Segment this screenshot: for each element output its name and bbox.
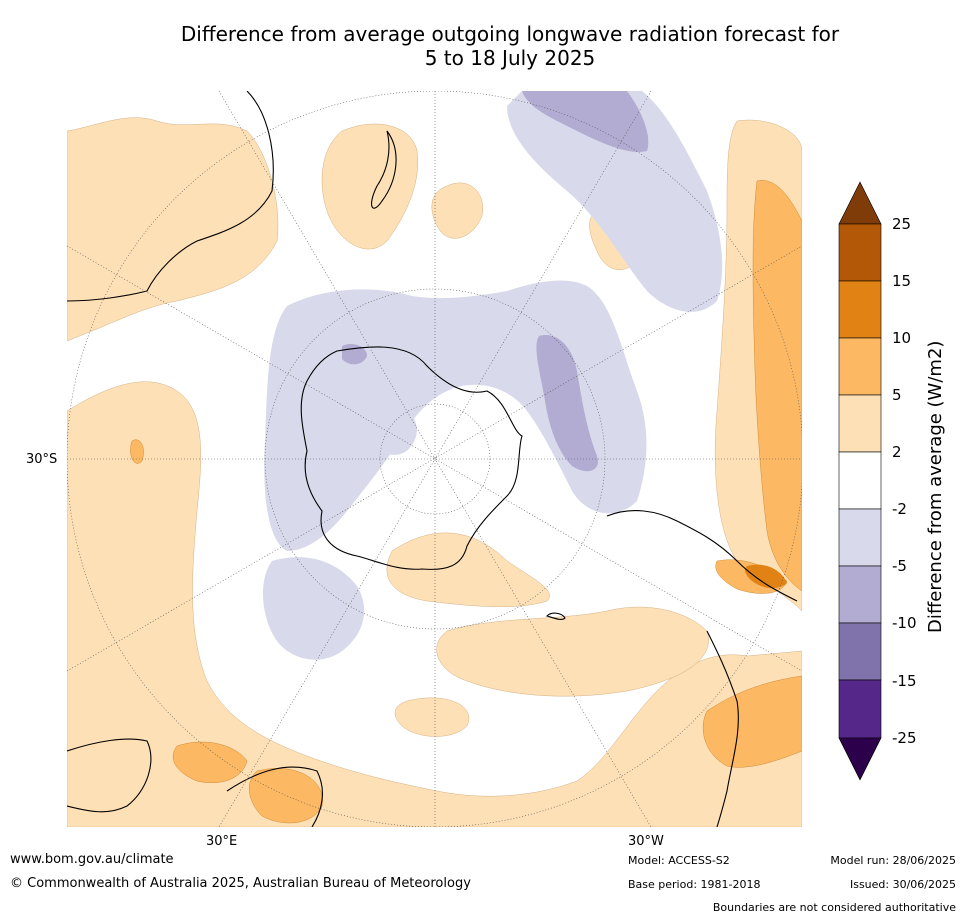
colorbar-tick-m25: -25 (892, 729, 917, 747)
copyright-text: © Commonwealth of Australia 2025, Austra… (10, 876, 471, 891)
issued-text: Issued: 30/06/2025 (849, 878, 956, 891)
map-svg (67, 91, 802, 827)
colorbar-band-5-10 (838, 337, 882, 396)
anomaly-10-to-15 (744, 564, 787, 589)
lon-label-30e: 30°E (206, 834, 238, 849)
model-text: Model: ACCESS-S2 (628, 854, 730, 867)
disclaimer-text: Boundaries are not considered authoritat… (712, 901, 956, 914)
colorbar-tick-m10: -10 (892, 614, 917, 632)
colorbar-label: Difference from average (W/m2) (925, 340, 946, 633)
map-title: Difference from average outgoing longwav… (60, 22, 960, 70)
colorbar-under (838, 737, 882, 781)
lat-label-30s: 30°S (26, 452, 58, 467)
colorbar-band-m10-m15 (838, 622, 882, 681)
title-line-2: 5 to 18 July 2025 (424, 46, 596, 70)
colorbar-band-m5-m10 (838, 565, 882, 624)
model-run-text: Model run: 28/06/2025 (830, 854, 956, 867)
colorbar-tick-m2: -2 (892, 500, 907, 518)
colorbar-band-2-5 (838, 394, 882, 453)
colorbar-tick-m15: -15 (892, 672, 917, 690)
base-period-text: Base period: 1981-2018 (628, 878, 761, 891)
coastlines (67, 91, 798, 827)
colorbar-tick-15: 15 (892, 272, 912, 290)
colorbar-band-10-15 (838, 280, 882, 339)
lon-label-30w: 30°W (628, 834, 664, 849)
colorbar-band-neutral (838, 451, 882, 510)
colorbar-band-m15-m25 (838, 679, 882, 739)
title-line-1: Difference from average outgoing longwav… (180, 22, 840, 46)
website-link[interactable]: www.bom.gov.au/climate (10, 852, 174, 867)
colorbar-band-m2-m5 (838, 508, 882, 567)
colorbar (838, 181, 882, 781)
polar-map (67, 91, 802, 827)
colorbar-tick-25: 25 (892, 215, 912, 233)
graticule (67, 91, 802, 827)
colorbar-tick-10: 10 (892, 329, 912, 347)
colorbar-tick-5: 5 (892, 386, 902, 404)
colorbar-over (838, 181, 882, 225)
colorbar-tick-m5: -5 (892, 557, 907, 575)
colorbar-tick-2: 2 (892, 443, 902, 461)
colorbar-band-15-25 (838, 223, 882, 282)
